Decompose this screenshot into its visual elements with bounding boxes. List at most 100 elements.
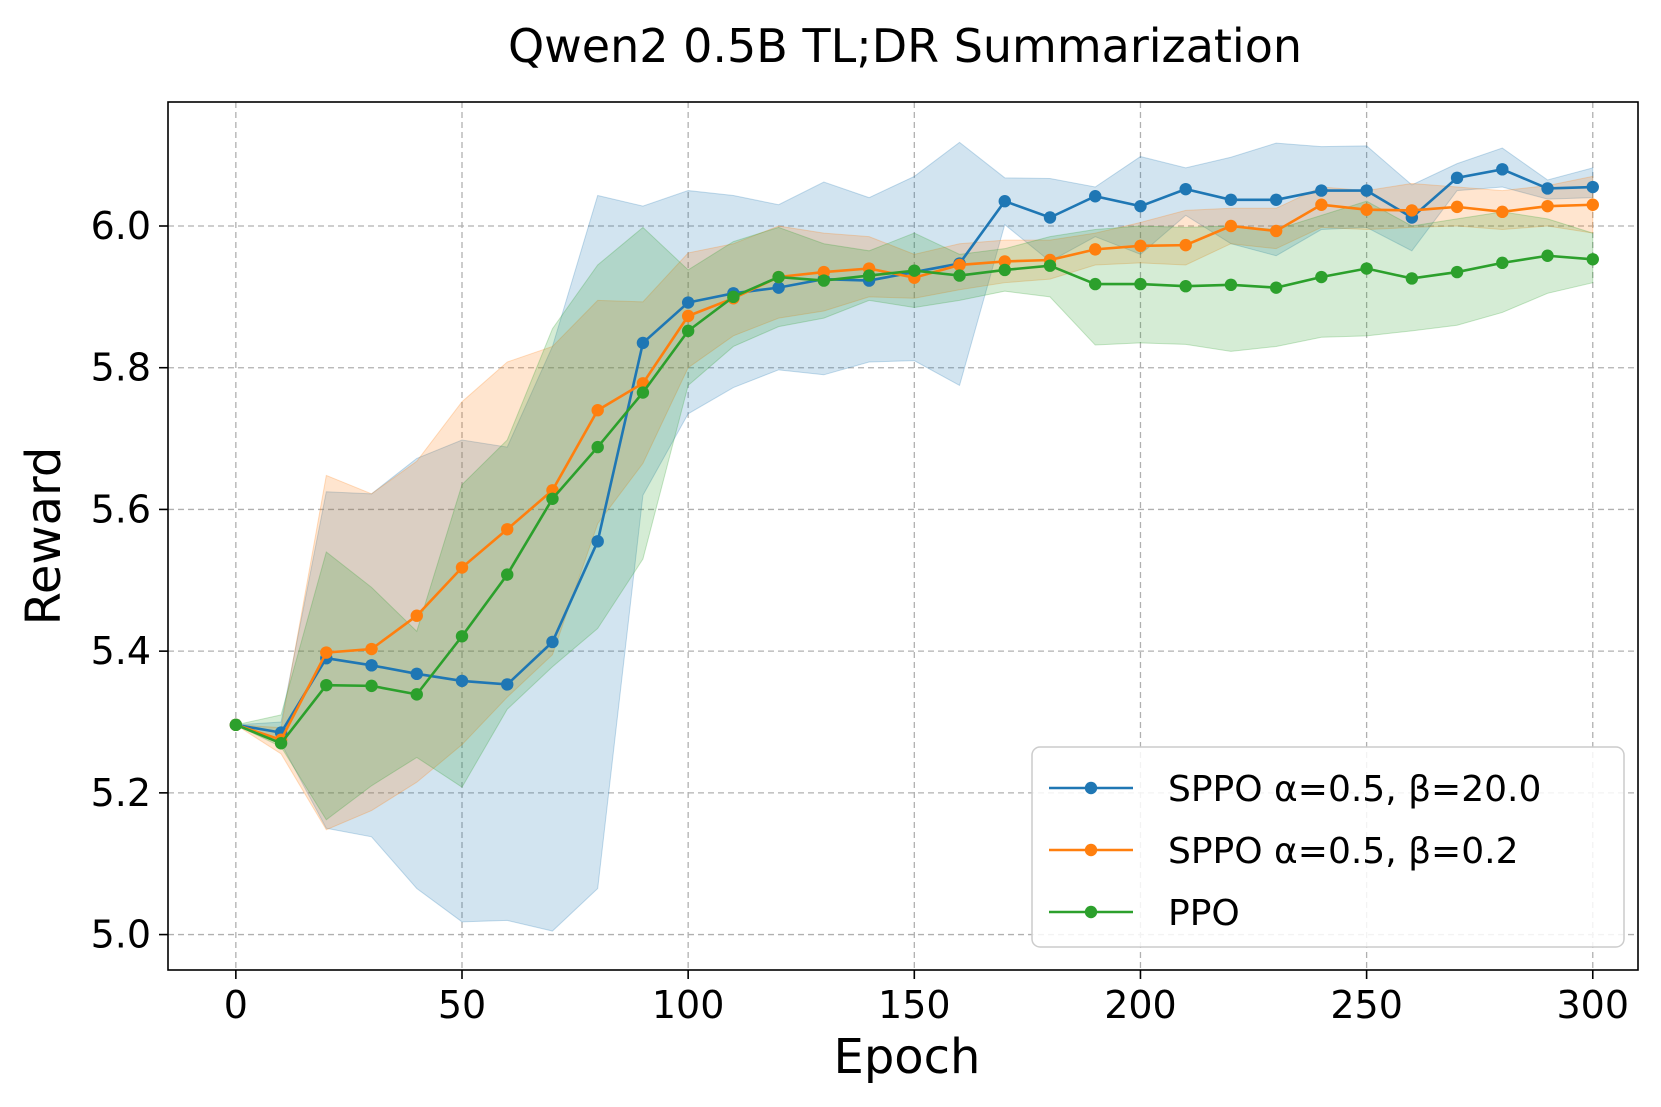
sppo-beta-20-point: [636, 336, 650, 350]
sppo-beta-0-2-point: [591, 404, 604, 417]
ppo-point: [772, 270, 785, 284]
ppo-point: [1043, 259, 1057, 272]
sppo-beta-20-point: [1450, 171, 1464, 185]
ppo-point: [1360, 262, 1373, 275]
y-tick-label: 5.0: [91, 913, 151, 957]
legend-frame: [1031, 746, 1625, 948]
x-tick-label: 200: [1104, 983, 1177, 1027]
sppo-beta-20-point: [681, 296, 695, 309]
ppo-point: [862, 269, 876, 282]
x-tick-label: 50: [438, 983, 486, 1027]
sppo-beta-0-2-point: [1315, 198, 1328, 211]
sppo-beta-20-point: [365, 659, 378, 672]
sppo-beta-20-point: [1541, 182, 1554, 195]
sppo-beta-0-2-point: [1360, 203, 1373, 216]
sppo-beta-20-point: [546, 635, 559, 649]
sppo-beta-20-point: [1134, 199, 1147, 213]
sppo-beta-0-2-point: [998, 255, 1011, 268]
sppo-beta-0-2-point: [1586, 198, 1599, 211]
y-tick-label: 5.6: [91, 487, 151, 531]
ppo-point: [591, 440, 604, 454]
x-tick-label: 150: [878, 983, 951, 1027]
sppo-beta-20-point: [501, 678, 514, 691]
sppo-beta-0-2-point: [455, 561, 469, 574]
sppo-beta-20-point: [1179, 182, 1192, 196]
sppo-beta-20-point: [1269, 193, 1283, 206]
sppo-beta-0-2-point: [953, 258, 966, 272]
sppo-beta-20-point: [1043, 211, 1057, 224]
sppo-beta-0-2-point: [817, 265, 831, 279]
sppo-beta-0-2-point: [1269, 224, 1283, 238]
ppo-point: [1450, 265, 1464, 279]
grid: [168, 102, 1638, 970]
chart-title: Qwen2 0.5B TL;DR Summarization: [508, 19, 1302, 73]
sppo-beta-0-2-legend-label: SPPO α=0.5, β=0.2: [1168, 831, 1518, 872]
sppo-beta-20-point: [998, 195, 1011, 208]
ppo-point: [1224, 278, 1238, 292]
sppo-beta-20-legend-marker: [1084, 781, 1098, 795]
ppo-point: [1405, 272, 1419, 285]
sppo-beta-0-2-point: [1224, 219, 1238, 233]
ppo-point: [501, 568, 514, 581]
sppo-beta-0-2-point: [1089, 243, 1102, 256]
sppo-beta-20-legend-label: SPPO α=0.5, β=20.0: [1168, 769, 1541, 810]
ppo-point: [953, 269, 966, 282]
sppo-beta-20-point: [1089, 190, 1102, 203]
ppo-point: [681, 324, 695, 338]
sppo-beta-20-point: [772, 281, 785, 294]
sppo-beta-20-point: [1224, 193, 1238, 206]
ppo-point: [998, 263, 1011, 277]
sppo-beta-0-2-point: [501, 523, 514, 536]
sppo-beta-0-2-point: [365, 642, 378, 656]
sppo-beta-0-2-point: [410, 609, 423, 622]
ppo-point: [410, 688, 423, 701]
y-tick-label: 6.0: [91, 204, 151, 248]
sppo-beta-0-2-point: [1496, 205, 1509, 219]
y-tick-label: 5.4: [91, 629, 151, 673]
sppo-beta-0-2-point: [681, 309, 695, 323]
sppo-beta-20-point: [1496, 163, 1509, 176]
plot-frame: [167, 101, 1639, 971]
ppo-point: [1315, 270, 1328, 284]
sppo-beta-20-point: [591, 535, 604, 548]
ppo-point: [636, 386, 650, 399]
x-tick-label: 100: [652, 983, 725, 1027]
ppo-point: [1134, 277, 1147, 291]
sppo-beta-0-2-point: [1450, 200, 1464, 214]
sppo-beta-0-2-point: [1541, 199, 1554, 213]
ppo-point: [365, 679, 378, 693]
sppo-beta-0-2-point: [1405, 204, 1419, 217]
ppo-point: [1541, 249, 1554, 262]
ppo-point: [1179, 280, 1192, 293]
legend: SPPO α=0.5, β=20.0 SPPO α=0.5, β=0.2 PPO: [1031, 746, 1625, 948]
sppo-beta-0-2-point: [1179, 238, 1192, 252]
ppo-point: [320, 678, 333, 692]
ppo-legend-label: PPO: [1168, 893, 1240, 934]
axis-ticks: 0 50 100 150 200 250 300 5.0 5.2 5.4 5.6 5.8 6.0: [91, 204, 1629, 1027]
ppo-point: [274, 737, 288, 750]
sppo-beta-20-point: [1360, 184, 1373, 197]
y-tick-label: 5.8: [91, 346, 151, 390]
series-lines: [229, 163, 1599, 750]
sppo-beta-20-point: [410, 667, 423, 681]
ppo-legend-marker: [1084, 905, 1098, 919]
x-axis-label: Epoch: [834, 1029, 981, 1085]
x-tick-label: 0: [224, 983, 248, 1027]
sppo-beta-0-2-point: [1134, 239, 1147, 253]
sppo-beta-20-point: [455, 674, 469, 688]
ppo-point: [1586, 253, 1599, 266]
sppo-beta-0-2-legend-marker: [1084, 843, 1098, 857]
sppo-beta-20-point: [1586, 180, 1599, 194]
ppo-point: [546, 492, 559, 505]
x-tick-label: 300: [1557, 983, 1630, 1027]
sppo-beta-20-point: [1315, 184, 1328, 197]
ppo-point: [1089, 277, 1102, 291]
ppo-point: [1496, 256, 1509, 270]
ppo-point: [455, 630, 469, 643]
ppo-point: [727, 290, 740, 304]
y-tick-label: 5.2: [91, 771, 151, 815]
ppo-point: [817, 274, 831, 287]
ppo-point: [1269, 281, 1283, 294]
sppo-beta-0-2-point: [320, 646, 333, 659]
